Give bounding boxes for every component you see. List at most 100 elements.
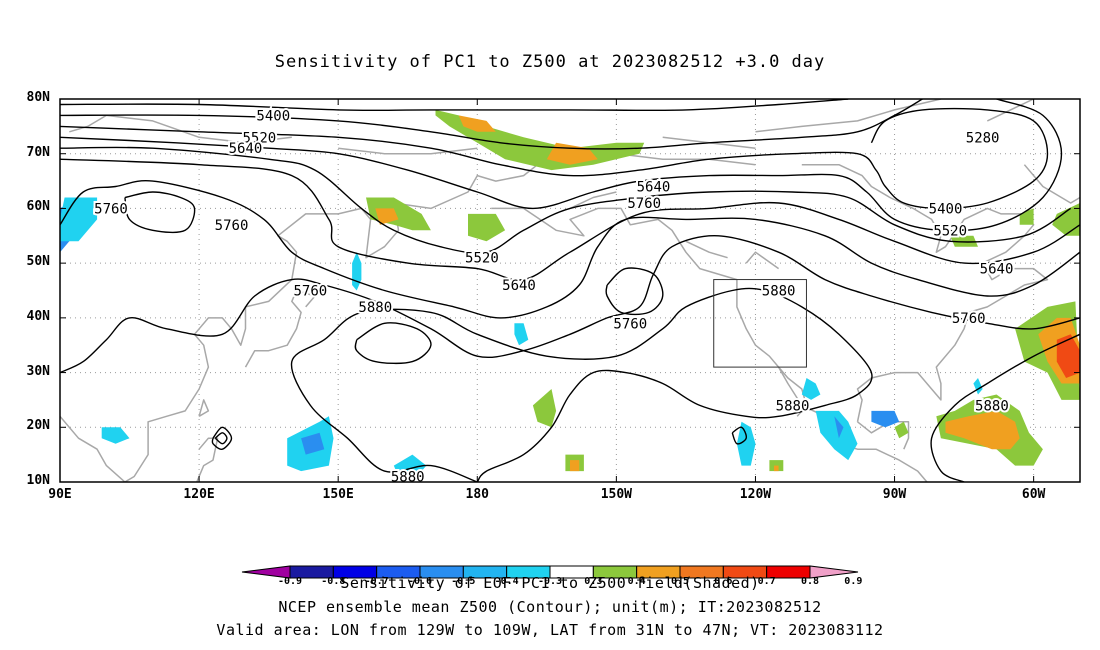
z500-contour [60, 99, 1063, 232]
lat-label: 80N [26, 90, 50, 105]
sensitivity-shading [871, 410, 900, 428]
colorbar-tick-label: -0.9 [277, 576, 303, 587]
lat-label: 60N [26, 199, 50, 215]
coastline [124, 147, 756, 482]
sensitivity-shading [894, 421, 909, 439]
colorbar-tick-label: 0.3 [584, 576, 603, 587]
colorbar-tick-label: -0.3 [537, 576, 563, 587]
sensitivity-shading [834, 416, 844, 439]
coastline [986, 99, 1034, 122]
colorbar-tick-label: 0.4 [627, 576, 646, 587]
colorbar-tick-label: 0.8 [800, 576, 820, 587]
footer-line-1: NCEP ensemble mean Z500 (Contour); unit(… [278, 598, 822, 616]
sensitivity-shading [801, 378, 821, 400]
lat-label: 30N [26, 363, 50, 379]
lon-label: 180 [465, 487, 489, 502]
sensitivity-shading [101, 427, 130, 444]
sensitivity-shading [945, 410, 1020, 450]
sensitivity-shading [815, 410, 858, 461]
colorbar-tick-label: 0.6 [714, 576, 733, 587]
contour-label: 5520 [933, 223, 967, 239]
contour-label: 5880 [358, 300, 392, 316]
lat-label: 70N [26, 144, 50, 160]
lon-label: 150W [600, 487, 633, 502]
contour-label: 5640 [637, 180, 671, 196]
coastline [195, 437, 219, 482]
colorbar-tick-label: -0.8 [321, 576, 346, 587]
colorbar-tick-label: 0.9 [844, 576, 863, 587]
contour-label: 5640 [229, 141, 263, 157]
contour-label: 5880 [975, 398, 1009, 414]
colorbar-tick-label: -0.6 [407, 576, 433, 587]
z500-contour [354, 322, 432, 365]
sensitivity-shading [532, 389, 557, 428]
lat-label: 20N [26, 418, 50, 434]
z500-contour [930, 333, 1080, 482]
sensitivity-shading [950, 235, 978, 247]
sensitivity-shading [60, 197, 98, 242]
lon-label: 90W [882, 487, 907, 502]
lon-label: 120W [739, 487, 772, 502]
z500-contour [60, 146, 1072, 254]
footer-line-2: Valid area: LON from 129W to 109W, LAT f… [216, 621, 884, 639]
contour-label: 5880 [391, 470, 425, 486]
valid-area-box [713, 279, 807, 368]
lon-label: 90E [48, 487, 72, 502]
contour-label: 5880 [776, 398, 810, 414]
sensitivity-shading [570, 460, 580, 472]
sensitivity-shading [1019, 208, 1034, 225]
coastline [491, 207, 928, 482]
z500-contour [60, 235, 1080, 374]
z500-contour [290, 287, 873, 482]
contour-label: 5280 [966, 130, 1000, 146]
contour-label: 5760 [952, 311, 986, 327]
chart-title: Sensitivity of PC1 to Z500 at 2023082512… [274, 52, 826, 72]
contour-label: 5400 [929, 201, 963, 217]
contour-label: 5760 [294, 284, 328, 300]
sensitivity-shading [468, 213, 506, 242]
z500-contour [605, 267, 664, 316]
sensitivity-shading [973, 378, 983, 395]
contour-label: 5640 [980, 262, 1014, 278]
lat-label: 50N [26, 254, 50, 270]
z500-contour [214, 432, 228, 445]
contour-label: 5760 [215, 218, 249, 234]
sensitivity-shading [375, 208, 399, 225]
coastline [106, 114, 292, 144]
coastline [685, 240, 728, 259]
sensitivity-shading [774, 465, 779, 472]
lat-label: 40N [26, 308, 50, 324]
z500-contour [60, 158, 1080, 281]
coastline [1023, 164, 1080, 204]
sensitivity-shading [736, 421, 756, 466]
contour-label: 5760 [94, 201, 128, 217]
coastline [60, 415, 126, 482]
sensitivity-shading [352, 252, 362, 291]
contour-label: 5640 [502, 278, 536, 294]
coastline [338, 147, 478, 155]
sensitivity-shading [301, 432, 325, 455]
sensitivity-shading [1052, 203, 1080, 236]
coastline [244, 289, 316, 368]
z500-contour [60, 107, 1049, 210]
coastline [801, 163, 1049, 422]
colorbar-tick-label: 0.5 [670, 576, 690, 587]
lon-label: 60W [1021, 487, 1046, 502]
lon-label: 120E [183, 487, 215, 502]
sensitivity-shading [514, 323, 529, 346]
sensitivity-shading [1056, 334, 1080, 378]
z500-contour [60, 99, 923, 150]
coastline [569, 191, 617, 210]
contour-label: 5400 [256, 108, 290, 124]
contour-label: 5760 [613, 316, 647, 332]
coastline [778, 366, 808, 417]
coastline [198, 399, 210, 417]
coastline [69, 114, 107, 133]
z500-contour [60, 180, 1080, 319]
contour-label: 5520 [465, 251, 499, 267]
z500-contour [211, 426, 233, 450]
sensitivity-shading [366, 197, 431, 231]
colorbar-tick-label: 0.7 [757, 576, 776, 587]
colorbar-tick-label: -0.5 [451, 576, 476, 587]
